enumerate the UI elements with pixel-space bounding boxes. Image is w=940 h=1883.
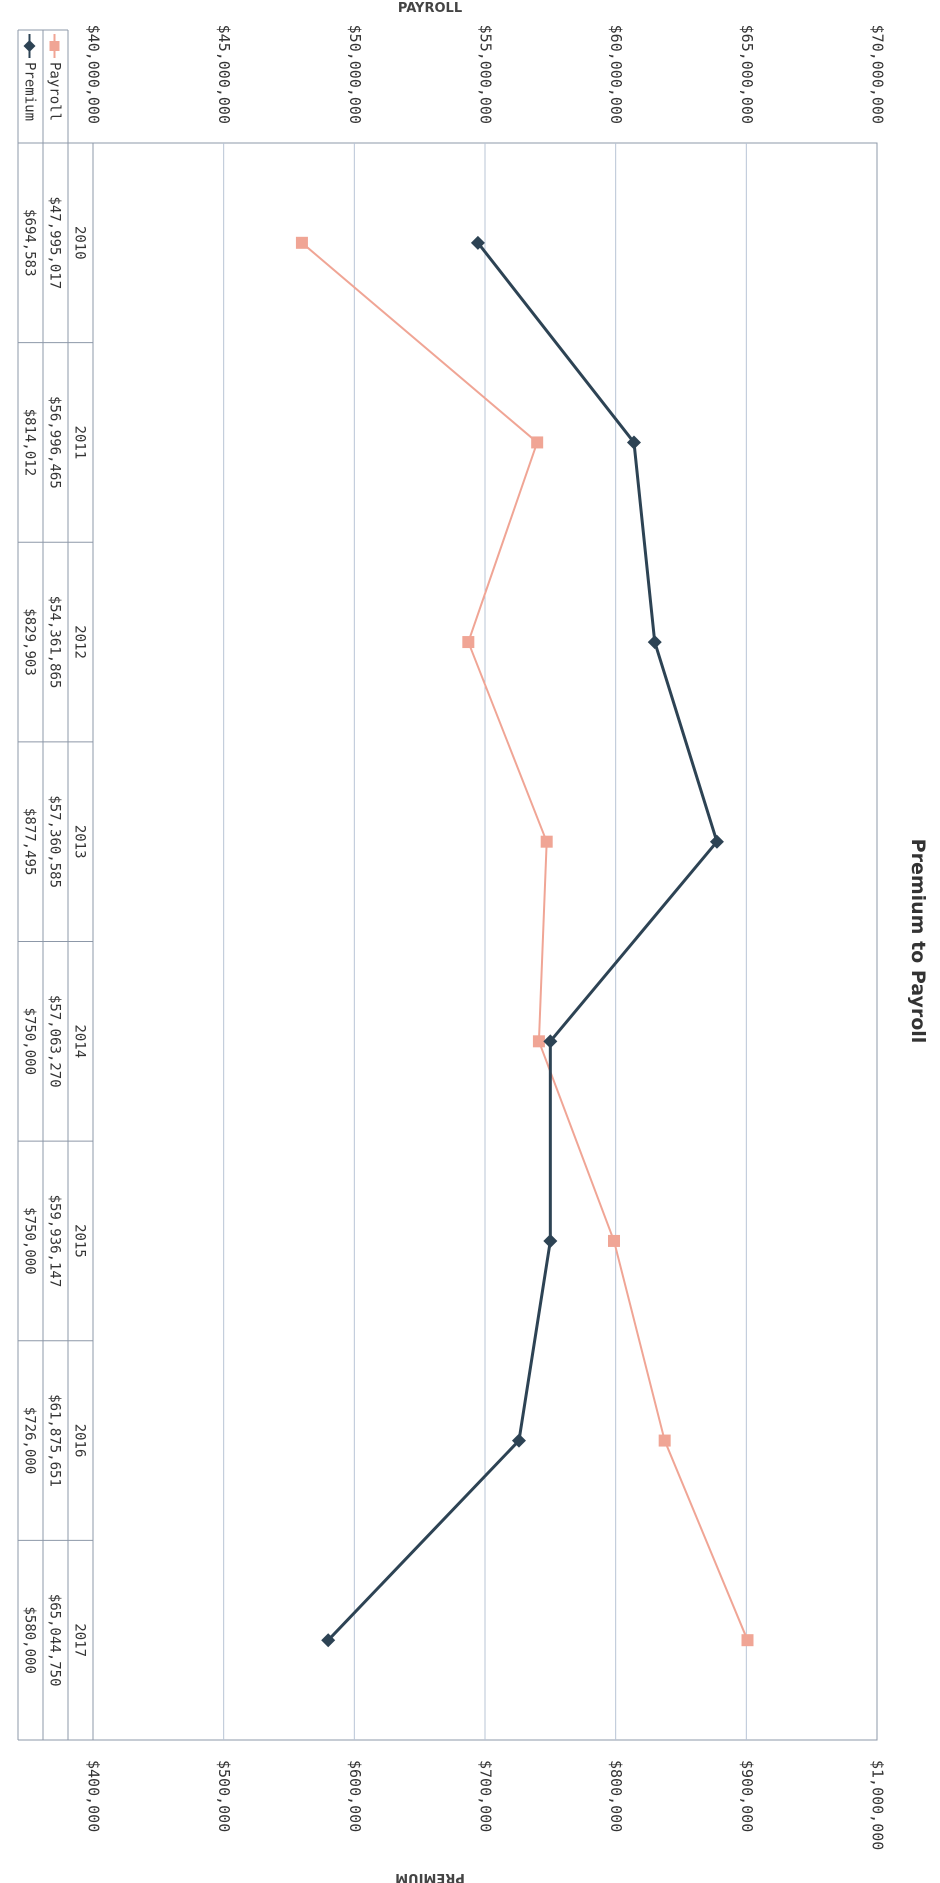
payroll-tick-label: $70,000,000 <box>869 25 887 124</box>
premium-point <box>543 1034 558 1049</box>
table-cell: $829,903 <box>22 608 38 675</box>
payroll-tick-label: $60,000,000 <box>607 25 625 124</box>
series-layer <box>295 235 754 1648</box>
legend-label: Premium <box>22 62 38 121</box>
year-label: 2011 <box>72 426 88 460</box>
legend-label: Payroll <box>47 62 63 121</box>
premium-tick-label: $1,000,000 <box>869 1760 887 1850</box>
data-table: 2010 2011 2012 2013 2014 2015 2016 2017 Payroll $… <box>17 29 93 1741</box>
chart-title: Premium to Payroll <box>907 839 929 1044</box>
payroll-tick-label: $65,000,000 <box>738 25 756 124</box>
payroll-tick-label: $45,000,000 <box>215 25 233 124</box>
table-cell: $61,875,651 <box>47 1394 63 1487</box>
table-cell: $65,044,750 <box>47 1594 63 1687</box>
payroll-axis-label: PAYROLL <box>398 1 462 16</box>
premium-tick-label: $800,000 <box>607 1760 625 1832</box>
table-cell: $580,000 <box>22 1606 38 1673</box>
payroll-tick-label: $55,000,000 <box>477 25 495 124</box>
year-label: 2013 <box>72 825 88 859</box>
table-cell: $726,000 <box>22 1407 38 1474</box>
payroll-point <box>462 636 475 649</box>
payroll-point <box>741 1634 754 1647</box>
payroll-point <box>607 1234 620 1247</box>
legend-key-marker <box>49 41 60 51</box>
premium-point <box>709 834 724 849</box>
table-cell: $57,360,585 <box>47 795 63 888</box>
year-label: 2014 <box>72 1024 88 1058</box>
year-label: 2010 <box>72 226 88 260</box>
premium-tick-label: $900,000 <box>738 1760 756 1832</box>
year-label: 2017 <box>72 1623 88 1657</box>
payroll-point <box>540 835 553 848</box>
table-cell: $56,996,465 <box>47 396 63 489</box>
payroll-point <box>531 436 544 449</box>
premium-point <box>626 435 641 450</box>
table-cell: $877,495 <box>22 808 38 875</box>
premium-point <box>543 1233 558 1248</box>
premium-tick-label: $700,000 <box>477 1760 495 1832</box>
premium-line <box>327 241 719 1642</box>
table-cell: $47,995,017 <box>47 196 63 289</box>
premium-point <box>647 635 662 650</box>
premium-tick-label: $400,000 <box>85 1760 103 1832</box>
payroll-point <box>295 236 308 249</box>
payroll-tick-label: $50,000,000 <box>346 25 364 124</box>
payroll-point <box>532 1035 545 1048</box>
premium-axis-label: PREMIUM <box>395 1870 465 1883</box>
premium-tick-label: $500,000 <box>215 1760 233 1832</box>
payroll-point <box>658 1434 671 1447</box>
axes-layer: $40,000,000 $45,000,000 $50,000,000 $55,000… <box>85 25 887 1851</box>
premium-point <box>511 1433 526 1448</box>
table-cell: $59,936,147 <box>47 1195 63 1288</box>
table-cell: $694,583 <box>22 209 38 276</box>
legend-key-marker <box>23 40 36 52</box>
table-cell: $750,000 <box>22 1008 38 1075</box>
year-label: 2012 <box>72 625 88 659</box>
payroll-tick-label: $40,000,000 <box>85 25 103 124</box>
year-label: 2016 <box>72 1424 88 1458</box>
grid-layer <box>92 142 878 1741</box>
year-label: 2015 <box>72 1224 88 1258</box>
table-cell: $814,012 <box>22 409 38 476</box>
premium-point <box>470 235 485 250</box>
premium-point <box>321 1633 336 1648</box>
table-cell: $57,063,270 <box>47 995 63 1088</box>
premium-tick-label: $600,000 <box>346 1760 364 1832</box>
payroll-line <box>301 242 749 1641</box>
table-cell: $54,361,865 <box>47 596 63 689</box>
table-cell: $750,000 <box>22 1207 38 1274</box>
